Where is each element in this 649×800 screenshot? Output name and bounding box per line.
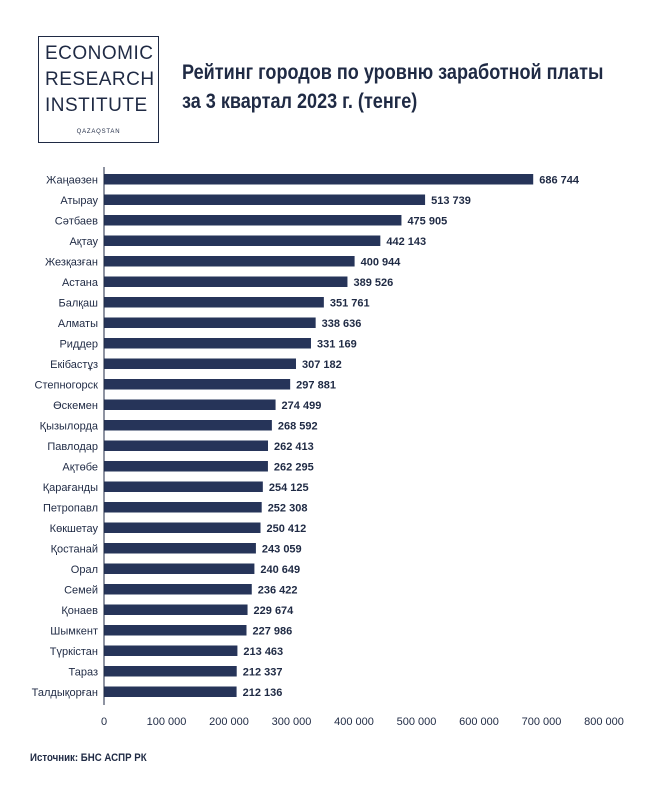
- category-label: Қостанай: [51, 543, 98, 555]
- value-label: 236 422: [258, 584, 298, 596]
- x-tick-label: 700 000: [522, 716, 562, 728]
- category-label: Тараз: [69, 666, 99, 678]
- bar: [104, 563, 255, 574]
- value-label: 389 526: [353, 277, 393, 289]
- value-label: 307 182: [302, 359, 342, 371]
- category-label: Қызылорда: [40, 420, 99, 432]
- x-tick-label: 600 000: [459, 716, 499, 728]
- x-tick-label: 0: [101, 716, 107, 728]
- x-tick-label: 800 000: [584, 716, 624, 728]
- category-label: Степногорск: [35, 379, 99, 391]
- x-tick-label: 400 000: [334, 716, 374, 728]
- value-label: 297 881: [296, 379, 336, 391]
- category-label: Қарағанды: [43, 482, 98, 494]
- value-label: 262 295: [274, 461, 314, 473]
- bar: [104, 379, 291, 390]
- bar: [104, 481, 263, 492]
- bar: [104, 256, 355, 267]
- value-label: 274 499: [282, 400, 322, 412]
- category-label: Жаңаөзен: [46, 174, 98, 186]
- category-label: Талдықорған: [32, 687, 98, 699]
- logo-line-2: RESEARCH: [45, 69, 155, 90]
- category-label: Балқаш: [58, 297, 98, 309]
- source-note: Источник: БНС АСПР РК: [30, 752, 147, 764]
- value-label: 252 308: [268, 502, 308, 514]
- logo-line-3: INSTITUTE: [45, 95, 148, 116]
- bar: [104, 235, 381, 246]
- bar: [104, 584, 252, 595]
- category-label: Орал: [71, 564, 98, 576]
- logo-line-1: ECONOMIC: [45, 43, 154, 64]
- bar: [104, 420, 272, 431]
- bar: [104, 604, 248, 615]
- bar: [104, 174, 534, 185]
- value-label: 268 592: [278, 420, 318, 432]
- value-label: 686 744: [539, 174, 580, 186]
- value-label: 351 761: [330, 297, 370, 309]
- value-label: 254 125: [269, 482, 309, 494]
- category-label: Түркістан: [50, 646, 98, 658]
- bar: [104, 645, 238, 656]
- category-label: Семей: [64, 584, 98, 596]
- logo: ECONOMIC RESEARCH INSTITUTE QAZAQSTAN: [38, 36, 159, 143]
- bar: [104, 194, 426, 205]
- bar: [104, 215, 402, 226]
- bar: [104, 543, 256, 554]
- value-label: 338 636: [322, 318, 362, 330]
- value-label: 243 059: [262, 543, 302, 555]
- value-label: 227 986: [252, 625, 292, 637]
- value-label: 442 143: [386, 236, 426, 248]
- bar: [104, 358, 296, 369]
- bar: [104, 522, 261, 533]
- category-label: Петропавл: [43, 502, 98, 514]
- category-label: Шымкент: [50, 625, 98, 637]
- bar: [104, 440, 269, 451]
- bar: [104, 338, 311, 349]
- category-label: Өскемен: [53, 400, 98, 412]
- bar: [104, 317, 316, 328]
- value-label: 331 169: [317, 338, 357, 350]
- category-label: Ақтау: [69, 236, 98, 248]
- x-tick-label: 200 000: [209, 716, 249, 728]
- category-label: Атырау: [60, 195, 98, 207]
- value-label: 250 412: [267, 523, 307, 535]
- category-label: Астана: [62, 277, 99, 289]
- category-label: Жезқазған: [45, 256, 98, 268]
- x-tick-label: 500 000: [397, 716, 437, 728]
- bar: [104, 297, 324, 308]
- bar: [104, 502, 262, 513]
- value-label: 240 649: [260, 564, 300, 576]
- bar: [104, 399, 276, 410]
- x-tick-label: 100 000: [147, 716, 187, 728]
- x-tick-label: 300 000: [272, 716, 312, 728]
- category-label: Екібастұз: [50, 359, 98, 371]
- value-label: 400 944: [361, 256, 402, 268]
- chart-title-line-1: Рейтинг городов по уровню заработной пла…: [182, 61, 604, 84]
- category-label: Ақтөбе: [62, 461, 98, 473]
- value-label: 212 337: [243, 666, 283, 678]
- bar: [104, 276, 348, 287]
- category-label: Сәтбаев: [55, 215, 98, 227]
- logo-subtitle: QAZAQSTAN: [76, 129, 121, 135]
- category-label: Көкшетау: [50, 523, 99, 535]
- bar: [104, 666, 237, 677]
- bar: [104, 461, 268, 472]
- category-label: Риддер: [59, 338, 98, 350]
- value-label: 475 905: [407, 215, 447, 227]
- value-label: 513 739: [431, 195, 471, 207]
- chart-title-line-2: за 3 квартал 2023 г. (тенге): [182, 90, 418, 113]
- category-label: Алматы: [58, 318, 98, 330]
- value-label: 229 674: [254, 605, 295, 617]
- value-label: 262 413: [274, 441, 314, 453]
- chart-title: Рейтинг городов по уровню заработной пла…: [182, 58, 604, 116]
- category-label: Қонаев: [61, 605, 98, 617]
- category-label: Павлодар: [47, 441, 98, 453]
- bar: [104, 625, 247, 636]
- bar: [104, 686, 237, 697]
- value-label: 213 463: [243, 646, 283, 658]
- value-label: 212 136: [243, 687, 283, 699]
